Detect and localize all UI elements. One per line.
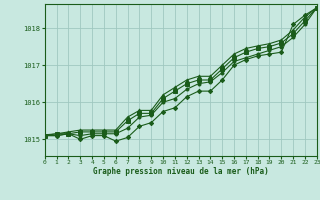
- X-axis label: Graphe pression niveau de la mer (hPa): Graphe pression niveau de la mer (hPa): [93, 167, 269, 176]
